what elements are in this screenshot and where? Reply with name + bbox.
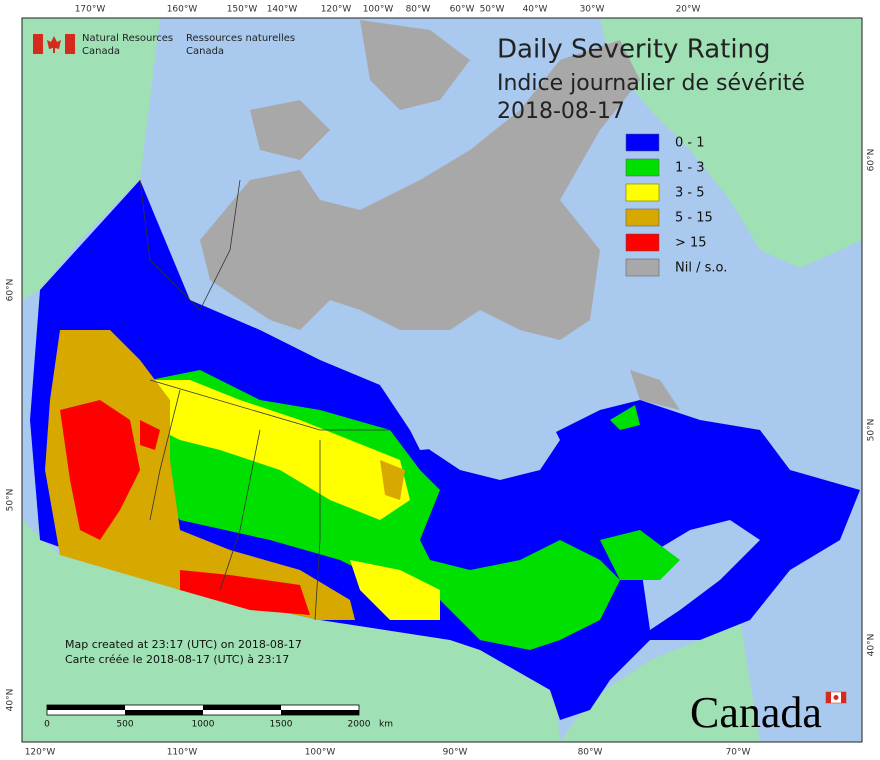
note: Map created at 23:17 (UTC) on 2018-08-17 — [65, 638, 302, 651]
scale-label: 2000 — [348, 720, 371, 730]
canada-wordmark: Canada — [690, 688, 822, 737]
graticule-label: 110°W — [167, 748, 198, 758]
graticule-label: 40°N — [6, 689, 16, 712]
legend-label: 1 - 3 — [675, 161, 705, 176]
legend: 0 - 1 1 - 3 3 - 5 5 - 15 > 15 Nil / s.o. — [625, 133, 727, 277]
graticule-label: 60°W — [450, 5, 475, 15]
graticule-label: 80°W — [406, 5, 431, 15]
graticule-label: 100°W — [363, 5, 394, 15]
title: Daily Severity Rating — [497, 35, 771, 65]
graticule-label: 120°W — [25, 748, 56, 758]
graticule-label: 50°N — [6, 489, 16, 512]
legend-swatch — [625, 158, 660, 177]
scale-label: 0 — [44, 720, 50, 730]
scale-label: 1000 — [192, 720, 215, 730]
legend-label: 3 - 5 — [675, 186, 705, 201]
graticule-label: 120°W — [321, 5, 352, 15]
graticule-label: 150°W — [227, 5, 258, 15]
subtitle: Indice journalier de sévérité — [497, 71, 805, 96]
basemap — [21, 17, 863, 743]
graticule-label: 40°N — [867, 634, 877, 657]
graticule-label: 50°N — [867, 419, 877, 442]
graticule-label: 90°W — [443, 748, 468, 758]
legend-label: 0 - 1 — [675, 136, 705, 151]
graticule-label: 60°N — [6, 279, 16, 302]
agency-fr: Canada — [186, 46, 224, 57]
legend-swatch — [625, 258, 660, 277]
scale-label: 500 — [116, 720, 133, 730]
agency-en: Canada — [82, 46, 120, 57]
graticule-label: 100°W — [305, 748, 336, 758]
legend-swatch — [625, 208, 660, 227]
scale-bar: 0 500 1000 1500 2000 km — [44, 704, 393, 730]
graticule-label: 40°W — [523, 5, 548, 15]
agency-en: Natural Resources — [82, 33, 173, 44]
scale-label: 1500 — [270, 720, 293, 730]
agency-fr: Ressources naturelles — [186, 33, 295, 44]
legend-label: Nil / s.o. — [675, 261, 727, 276]
note: Carte créée le 2018-08-17 (UTC) à 23:17 — [65, 653, 289, 666]
graticule-label: 50°W — [480, 5, 505, 15]
graticule-label: 160°W — [167, 5, 198, 15]
legend-label: > 15 — [675, 236, 707, 251]
graticule-label: 60°N — [867, 149, 877, 172]
graticule-label: 170°W — [75, 5, 106, 15]
scale-unit: km — [379, 720, 393, 730]
date: 2018-08-17 — [497, 99, 625, 124]
graticule-label: 30°W — [580, 5, 605, 15]
graticule-label: 140°W — [267, 5, 298, 15]
graticule-label: 80°W — [578, 748, 603, 758]
graticule-labels: 170°W 160°W 150°W 140°W 120°W 100°W 80°W 60°W 50… — [6, 5, 877, 758]
graticule-label: 70°W — [726, 748, 751, 758]
legend-swatch — [625, 233, 660, 252]
agency-signature: Natural Resources Canada Ressources natu… — [33, 33, 295, 57]
legend-swatch — [625, 183, 660, 202]
legend-swatch — [625, 133, 660, 152]
graticule-label: 20°W — [676, 5, 701, 15]
legend-label: 5 - 15 — [675, 211, 713, 226]
